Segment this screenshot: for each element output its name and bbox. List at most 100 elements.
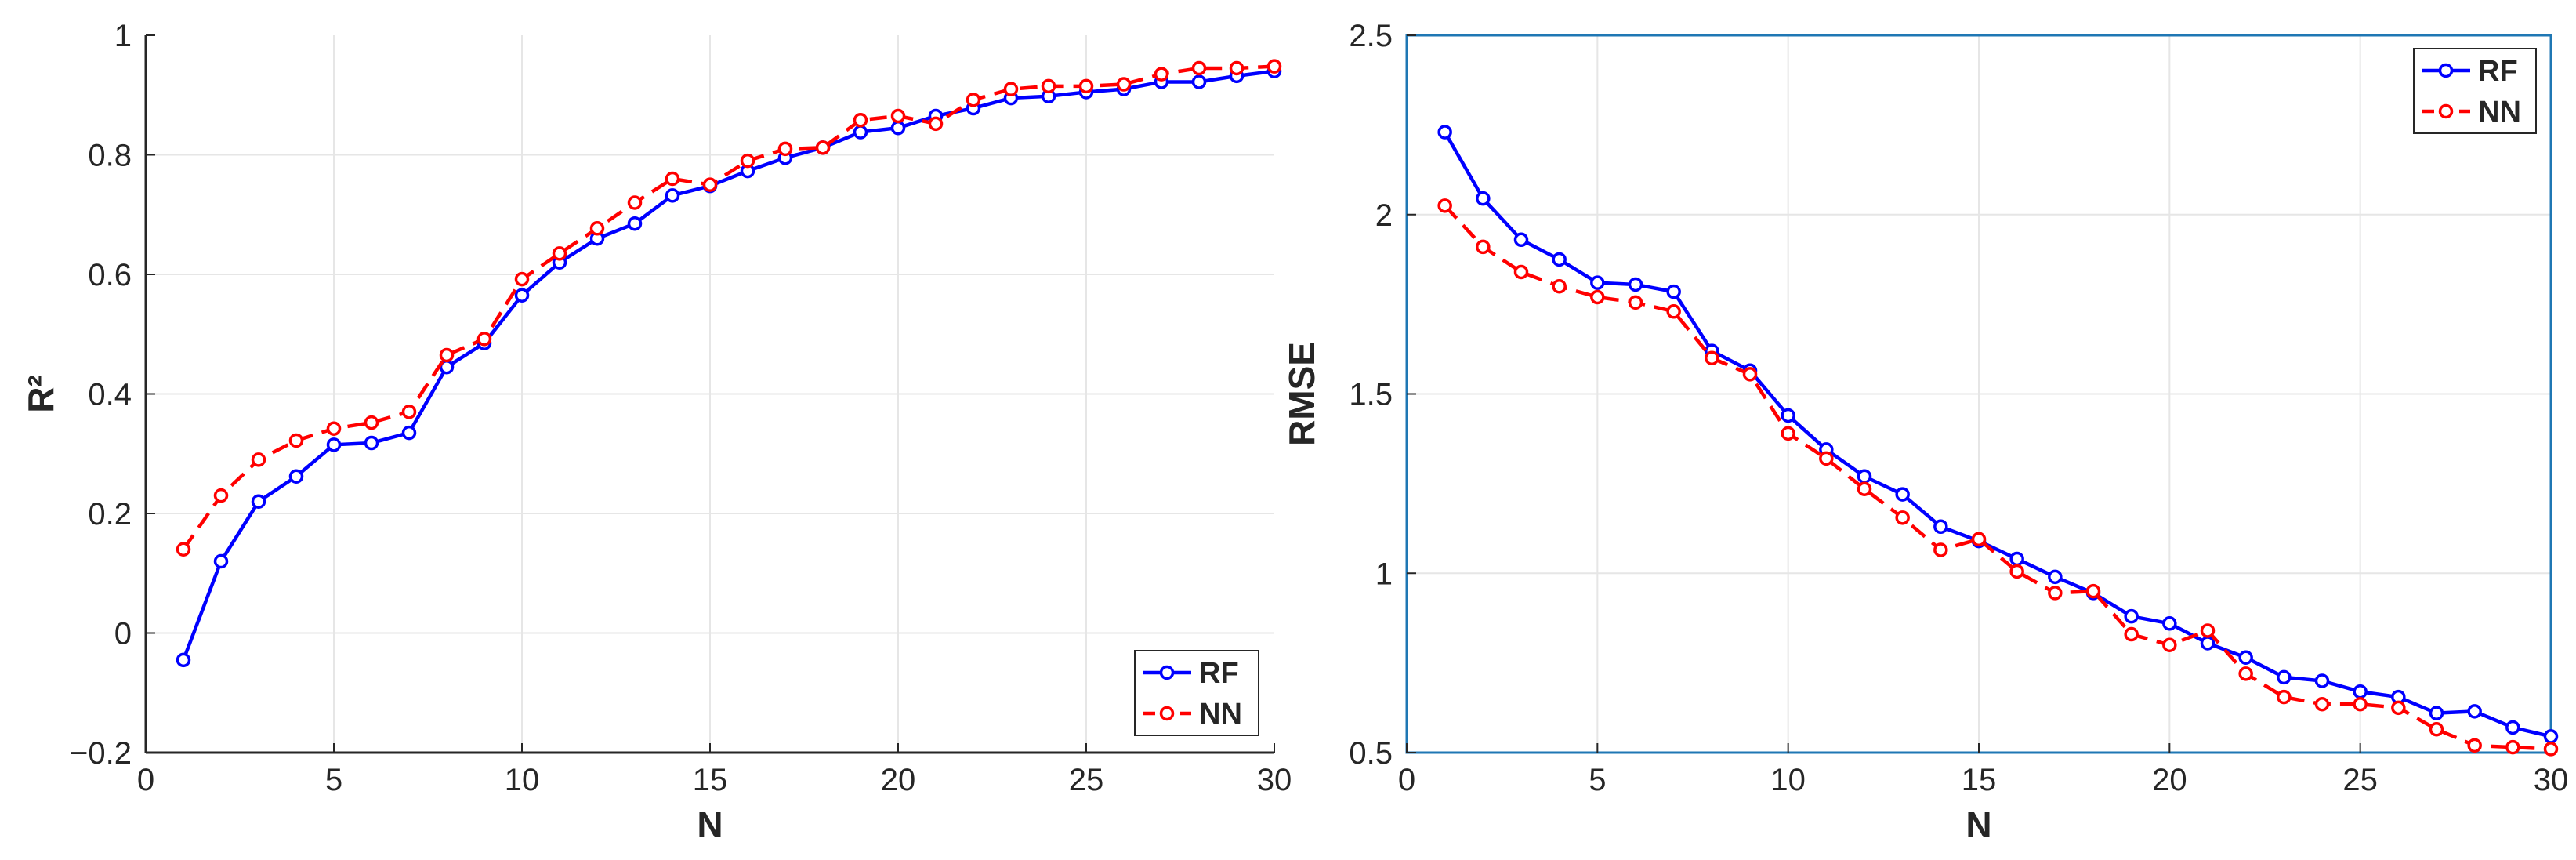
data-point	[1781, 426, 1795, 441]
data-point	[1513, 232, 1529, 248]
legend-box	[1134, 650, 1259, 736]
data-point	[213, 488, 229, 503]
data-point	[2277, 689, 2292, 705]
data-point	[1003, 82, 1019, 96]
x-tick-label: 15	[1962, 763, 1997, 797]
data-point	[815, 140, 831, 155]
y-tick-label: 0	[114, 617, 132, 651]
y-tick-label: 1	[1375, 557, 1393, 591]
x-tick-label: 0	[137, 763, 154, 797]
y-tick-label: 0.4	[88, 378, 132, 412]
data-point	[1666, 284, 1681, 299]
legend-marker-nn	[2438, 103, 2454, 119]
data-point	[2505, 739, 2520, 755]
data-point	[1437, 198, 1452, 213]
y-tick-label: −0.2	[70, 736, 132, 771]
data-point	[1819, 451, 1834, 466]
data-point	[1552, 279, 1567, 294]
data-point	[1476, 191, 1491, 206]
data-point	[326, 437, 342, 452]
data-point	[514, 271, 530, 287]
data-point	[2429, 722, 2444, 737]
data-point	[2048, 586, 2063, 601]
data-point	[1781, 408, 1795, 423]
data-point	[2467, 738, 2482, 753]
data-point	[1552, 252, 1567, 267]
chart-2: 0 5 10 15 20 25 30 0.5 1 1.5 2 2.5 N RMSE RF NN	[1281, 19, 2568, 845]
legend-marker-rf	[2438, 63, 2454, 78]
data-point	[364, 415, 379, 430]
y-tick-label: 0.2	[88, 497, 132, 532]
data-point	[2543, 742, 2559, 757]
data-point	[2391, 700, 2406, 716]
data-point	[665, 171, 680, 187]
data-point	[966, 93, 981, 107]
data-point	[890, 108, 906, 124]
data-point	[1266, 59, 1282, 74]
data-point	[2543, 729, 2559, 744]
y-tick-label: 2	[1375, 198, 1393, 233]
data-point	[401, 425, 417, 441]
series-nn	[176, 59, 1282, 557]
x-tick-label: 20	[2152, 763, 2187, 797]
y-axis-title: RMSE	[1281, 342, 1322, 446]
x-tick-label: 10	[505, 763, 540, 797]
data-point	[2353, 696, 2368, 712]
data-point	[2238, 666, 2253, 681]
legend-box	[2413, 48, 2537, 134]
data-point	[1628, 277, 1643, 292]
x-axis-title: N	[697, 804, 723, 845]
x-tick-label: 5	[1589, 763, 1606, 797]
data-point	[552, 246, 567, 261]
data-point	[2200, 636, 2216, 651]
data-point	[213, 553, 229, 569]
legend-label-nn: NN	[1199, 698, 1242, 731]
data-point	[176, 542, 191, 557]
data-point	[2505, 720, 2520, 735]
data-point	[1895, 487, 1910, 502]
x-tick-label: 20	[881, 763, 916, 797]
data-point	[890, 120, 906, 136]
data-point	[288, 433, 304, 448]
data-point	[1513, 264, 1529, 280]
data-point	[777, 141, 793, 157]
data-point	[2162, 616, 2177, 631]
data-point	[2238, 650, 2253, 666]
y-tick-label: 0.6	[88, 258, 132, 292]
data-point	[476, 332, 492, 347]
data-point	[2124, 608, 2139, 624]
data-point	[288, 469, 304, 484]
x-tick-label: 30	[1257, 763, 1292, 797]
legend-marker-rf	[1159, 665, 1175, 680]
data-point	[702, 177, 718, 192]
y-tick-label: 2.5	[1349, 19, 1393, 53]
data-point	[1933, 519, 1948, 535]
data-point	[2314, 696, 2330, 712]
legend-label-rf: RF	[2478, 55, 2518, 88]
data-point	[2429, 706, 2444, 720]
data-point	[514, 288, 530, 303]
series-rf	[1437, 125, 2559, 744]
data-point	[2085, 583, 2101, 599]
data-point	[1041, 78, 1056, 94]
y-axis-title: R²	[20, 375, 61, 413]
legend-marker-nn	[1159, 706, 1175, 721]
y-tick-label: 1.5	[1349, 378, 1393, 412]
series-line-nn	[1444, 204, 2552, 751]
legend-label-nn: NN	[2478, 96, 2521, 129]
data-point	[1742, 367, 1758, 382]
data-point	[1437, 125, 1452, 140]
data-point	[251, 452, 266, 467]
data-point	[1705, 350, 1719, 365]
data-point	[439, 347, 455, 363]
x-tick-label: 25	[1069, 763, 1104, 797]
data-point	[1191, 60, 1207, 76]
data-point	[401, 405, 417, 419]
data-point	[853, 113, 868, 128]
data-point	[627, 216, 643, 231]
data-point	[1857, 481, 1872, 496]
data-point	[2200, 623, 2216, 638]
data-point	[2314, 673, 2330, 688]
